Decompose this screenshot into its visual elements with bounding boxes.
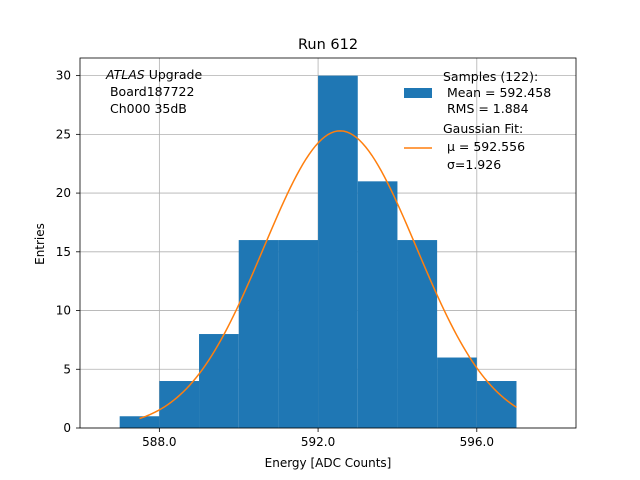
legend-fit-title: Gaussian Fit: — [443, 121, 523, 136]
legend-mu-text: μ = 592.556 — [443, 139, 525, 154]
atlas-annotation: ATLAS Upgrade Board187722 Ch000 35dB — [105, 67, 202, 116]
y-tick-label: 25 — [56, 127, 71, 141]
y-tick-label: 20 — [56, 186, 71, 200]
histogram-bar — [357, 181, 398, 428]
histogram-bar — [278, 240, 319, 428]
histogram-bar — [238, 240, 279, 428]
x-tick-label: 588.0 — [142, 435, 176, 449]
y-axis-ticks: 0 5 10 15 20 25 30 — [56, 69, 80, 435]
legend-mean-text: Mean = 592.458 — [443, 85, 551, 100]
x-tick-label: 596.0 — [460, 435, 494, 449]
atlas-upgrade-text: Upgrade — [145, 67, 203, 82]
y-axis-label: Entries — [33, 223, 47, 265]
legend-sigma-text: σ=1.926 — [443, 157, 501, 172]
legend-samples-title: Samples (122): — [443, 69, 538, 84]
y-tick-label: 30 — [56, 69, 71, 83]
y-tick-label: 5 — [63, 362, 71, 376]
gaussian-fit-curve — [139, 130, 517, 420]
atlas-italic-text: ATLAS — [105, 67, 145, 82]
plot-frame — [79, 57, 577, 429]
x-tick-label: 592.0 — [301, 435, 335, 449]
legend-rms-text: RMS = 1.884 — [443, 101, 529, 116]
histogram-bar — [476, 381, 517, 428]
histogram-bar — [437, 357, 477, 428]
legend-bar-patch — [404, 88, 432, 98]
chart-title: Run 612 — [298, 37, 358, 53]
y-tick-label: 10 — [56, 304, 71, 318]
channel-text: Ch000 35dB — [106, 101, 187, 116]
legend: Samples (122): Mean = 592.458 RMS = 1.88… — [404, 69, 551, 172]
histogram-bar — [119, 416, 160, 428]
y-tick-label: 15 — [56, 245, 71, 259]
board-text: Board187722 — [106, 84, 194, 99]
x-axis-ticks: 588.0 592.0 596.0 — [142, 428, 494, 449]
histogram-bar — [318, 75, 358, 428]
histogram-bar — [397, 240, 438, 428]
histogram-bar — [159, 381, 200, 428]
svg-text:ATLAS Upgrade: ATLAS Upgrade — [105, 67, 202, 82]
histogram-bar — [199, 334, 239, 428]
y-tick-label: 0 — [63, 421, 71, 435]
x-axis-label: Energy [ADC Counts] — [265, 456, 392, 470]
